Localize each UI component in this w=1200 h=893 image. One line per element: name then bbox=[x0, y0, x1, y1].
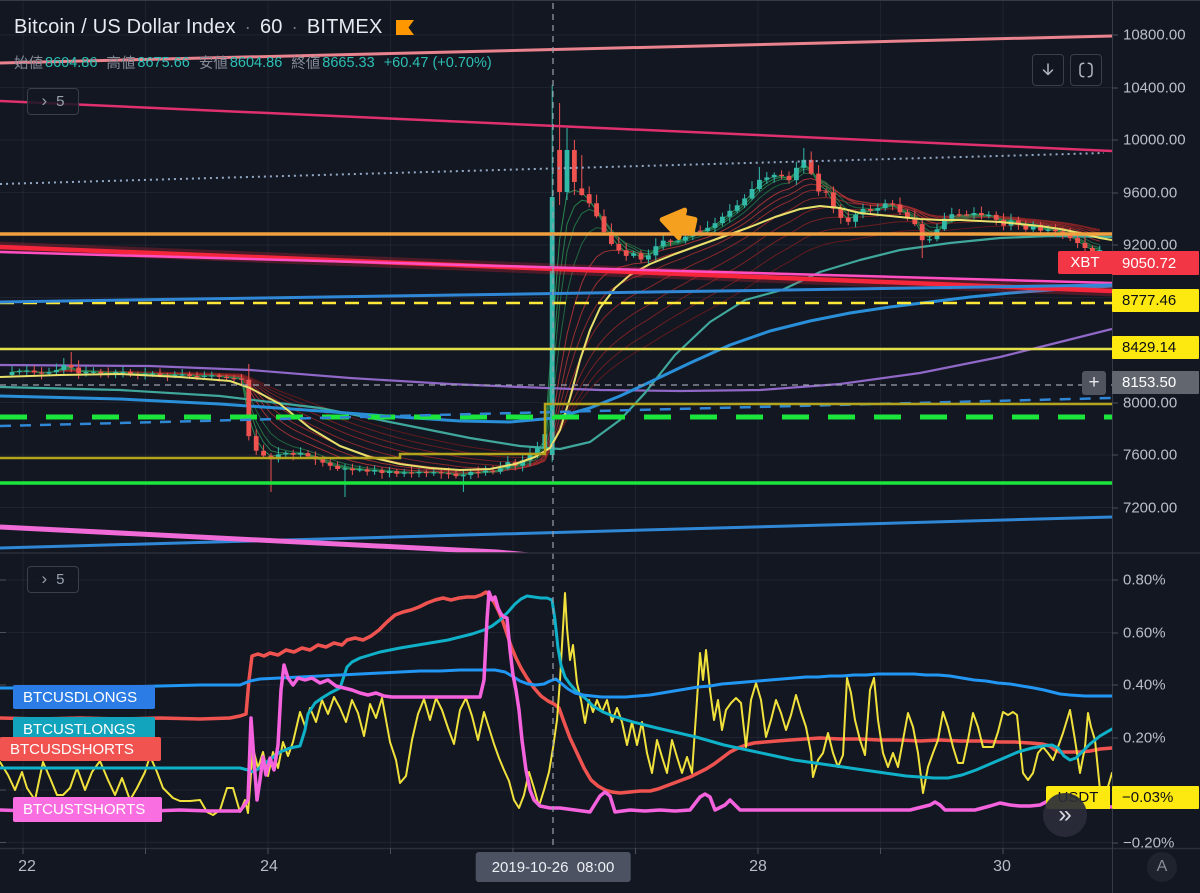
chevron-right-icon: › bbox=[41, 569, 48, 588]
chevron-right-icon: › bbox=[41, 91, 48, 110]
time-tick: 24 bbox=[260, 858, 278, 875]
exchange-label: BITMEX bbox=[306, 16, 383, 38]
series-label: BTCUSDSHORTS bbox=[10, 740, 134, 758]
yellow-level-badge: 8777.46 bbox=[1112, 289, 1199, 312]
crosshair-plus-icon[interactable]: + bbox=[1082, 371, 1106, 395]
crosshair-date-value: 2019-10-26 08:00 bbox=[491, 858, 615, 876]
price-tick: 7200.00 bbox=[1123, 499, 1178, 517]
scroll-to-latest-button[interactable] bbox=[1032, 54, 1064, 86]
collapse-indicators-main-button[interactable]: › 5 bbox=[27, 88, 79, 115]
high-value: 8675.66 bbox=[137, 54, 190, 71]
btcustshorts-badge: BTCUSTSHORTS bbox=[13, 797, 162, 822]
title-separator: · bbox=[244, 17, 251, 37]
pct-tick: 0.20% bbox=[1123, 729, 1166, 747]
pct-tick: 0.60% bbox=[1123, 624, 1166, 642]
expand-more-button[interactable]: » bbox=[1043, 793, 1087, 837]
fullscreen-button[interactable] bbox=[1070, 54, 1102, 86]
price-tick: 8000.00 bbox=[1123, 394, 1178, 412]
indicator-count: 5 bbox=[56, 93, 65, 110]
level-value: 8777.46 bbox=[1122, 292, 1177, 309]
series-label: BTCUSTLONGS bbox=[23, 720, 136, 738]
orange-flag-icon[interactable] bbox=[395, 19, 415, 36]
change-value: +60.47 (+0.70%) bbox=[383, 54, 492, 71]
price-tick: 10000.00 bbox=[1123, 131, 1186, 149]
series-label: BTCUSDLONGS bbox=[23, 688, 138, 706]
open-value: 8604.86 bbox=[45, 54, 98, 71]
pct-tick: −0.20% bbox=[1123, 834, 1175, 852]
last-price-value: 9050.72 bbox=[1122, 254, 1177, 272]
open-label: 始値 bbox=[14, 56, 43, 72]
low-value: 8604.86 bbox=[229, 54, 283, 71]
price-tick: 10400.00 bbox=[1123, 79, 1186, 97]
close-value: 8665.33 bbox=[322, 54, 375, 71]
btcusdlongs-badge: BTCUSDLONGS bbox=[13, 685, 155, 709]
time-tick: 22 bbox=[18, 858, 36, 875]
high-label: 高値 bbox=[106, 56, 136, 72]
pct-tick: 0.80% bbox=[1123, 571, 1166, 589]
price-tick: 10800.00 bbox=[1123, 26, 1186, 44]
time-tick: 30 bbox=[993, 858, 1011, 875]
crosshair-price-badge: 8153.50 bbox=[1112, 371, 1199, 394]
level-value: 8429.14 bbox=[1122, 339, 1177, 356]
usdt-value-badge: −0.03% bbox=[1112, 786, 1199, 809]
symbol-code: XBT bbox=[1070, 254, 1100, 271]
last-price-symbol-badge: XBT bbox=[1058, 251, 1112, 274]
usdt-value: −0.03% bbox=[1122, 789, 1174, 806]
pct-tick: 0.40% bbox=[1123, 676, 1166, 694]
orange-left-arrow-annotation[interactable] bbox=[659, 206, 698, 241]
price-tick: 9600.00 bbox=[1123, 184, 1178, 202]
last-price-badge: 9050.72 bbox=[1112, 251, 1199, 275]
axis-auto-button[interactable]: A bbox=[1147, 852, 1177, 882]
a-label: A bbox=[1156, 858, 1168, 875]
series-label: BTCUSTSHORTS bbox=[23, 801, 146, 818]
btcusdshorts-badge: BTCUSDSHORTS bbox=[0, 737, 161, 761]
indicator-count: 5 bbox=[56, 571, 65, 588]
frame-brackets-icon bbox=[1079, 62, 1093, 78]
yellow-level-badge: 8429.14 bbox=[1112, 336, 1199, 359]
low-label: 安値 bbox=[198, 56, 228, 72]
collapse-indicators-lower-button[interactable]: › 5 bbox=[27, 566, 79, 593]
crosshair-price-value: 8153.50 bbox=[1122, 374, 1177, 391]
close-label: 終値 bbox=[291, 56, 321, 72]
symbol-name: Bitcoin / US Dollar Index bbox=[14, 16, 236, 38]
symbol-title[interactable]: Bitcoin / US Dollar Index · 60 · BITMEX bbox=[14, 16, 415, 39]
price-tick: 9200.00 bbox=[1123, 236, 1178, 254]
price-tick: 7600.00 bbox=[1123, 446, 1178, 464]
double-chevron-right-icon: » bbox=[1058, 801, 1072, 828]
time-tick: 28 bbox=[749, 858, 767, 875]
title-separator2: · bbox=[291, 17, 298, 37]
crosshair-date-badge: 2019-10-26 08:00 bbox=[475, 852, 631, 882]
ohlc-readout: 始値 8604.86 高値 8675.66 安値 8604.86 終値 8665… bbox=[14, 52, 492, 73]
arrow-down-icon bbox=[1042, 63, 1054, 76]
interval-label: 60 bbox=[259, 16, 283, 38]
